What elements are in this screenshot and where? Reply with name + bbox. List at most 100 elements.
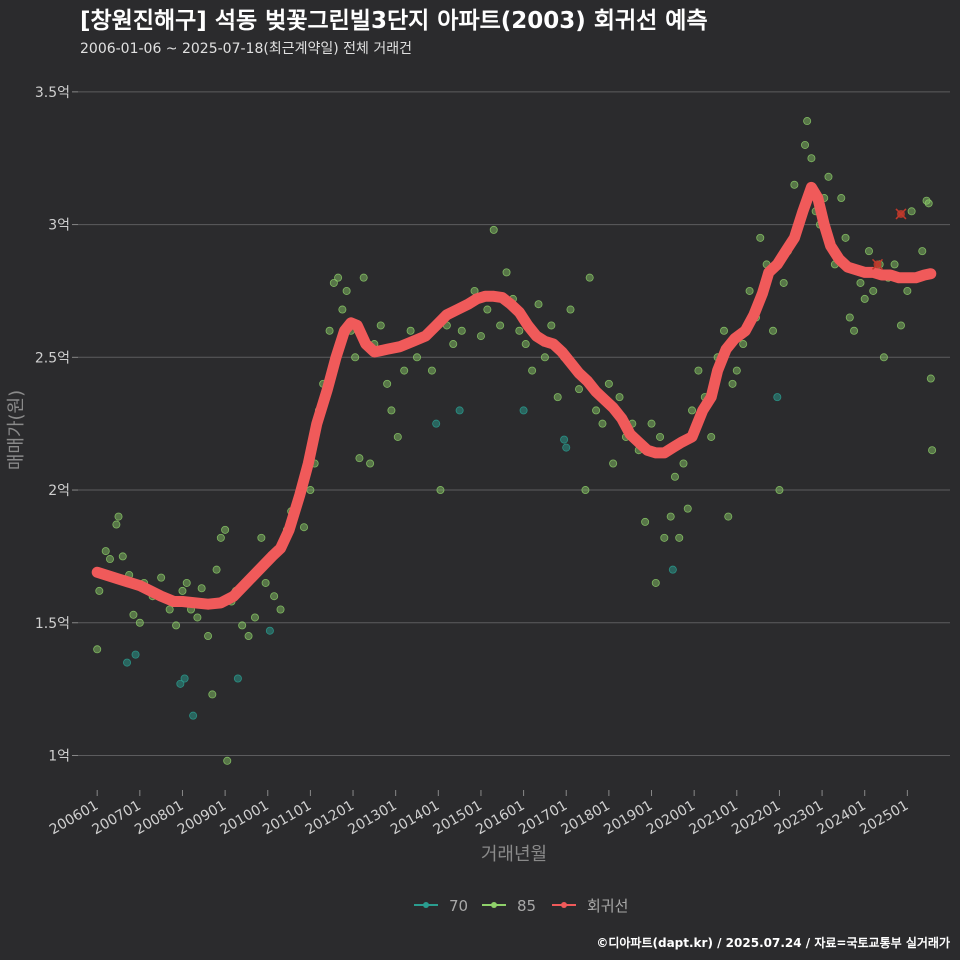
point-85	[732, 366, 741, 375]
point-85	[105, 555, 114, 564]
point-85	[683, 504, 692, 513]
legend-label-85: 85	[517, 897, 536, 915]
point-85	[342, 286, 351, 295]
point-85	[860, 294, 869, 303]
x-axis-ticks: 2006012007012008012009012010012011012012…	[47, 790, 911, 838]
y-tick-label: 2.5억	[35, 350, 70, 366]
point-85	[864, 247, 873, 256]
point-85	[856, 278, 865, 287]
point-85	[135, 618, 144, 627]
point-85	[276, 605, 285, 614]
point-85	[178, 586, 187, 595]
point-85	[807, 154, 816, 163]
point-70	[131, 650, 140, 659]
point-85	[903, 286, 912, 295]
point-85	[270, 592, 279, 601]
point-85	[575, 385, 584, 394]
point-85	[212, 565, 221, 574]
point-70	[773, 393, 782, 402]
series-70-points	[123, 393, 782, 720]
point-85	[355, 454, 364, 463]
series-85-points	[93, 117, 937, 765]
legend-item-85[interactable]: 85	[482, 897, 536, 915]
marker-cross	[871, 258, 884, 270]
point-85	[528, 366, 537, 375]
point-85	[197, 584, 206, 593]
point-85	[850, 326, 859, 335]
point-70	[123, 658, 132, 667]
point-85	[515, 326, 524, 335]
point-85	[841, 233, 850, 242]
point-85	[329, 278, 338, 287]
point-85	[801, 140, 810, 149]
legend-label-70: 70	[449, 897, 468, 915]
point-85	[615, 393, 624, 402]
point-70	[265, 626, 274, 635]
point-85	[334, 273, 343, 282]
regression-line	[91, 181, 937, 610]
point-85	[204, 632, 213, 641]
point-85	[926, 374, 935, 383]
point-85	[666, 512, 675, 521]
point-85	[427, 366, 436, 375]
point-85	[779, 278, 788, 287]
point-70	[432, 419, 441, 428]
point-85	[928, 446, 937, 455]
point-85	[869, 286, 878, 295]
point-85	[604, 379, 613, 388]
point-85	[656, 432, 665, 441]
point-85	[790, 180, 799, 189]
point-85	[112, 520, 121, 529]
point-85	[157, 573, 166, 582]
point-70	[180, 674, 189, 683]
point-85	[457, 326, 466, 335]
point-85	[387, 406, 396, 415]
point-85	[250, 613, 259, 622]
point-70	[189, 711, 198, 720]
point-85	[299, 523, 308, 532]
point-85	[581, 486, 590, 495]
point-70	[668, 565, 677, 574]
point-85	[483, 305, 492, 314]
source-caption: ©디아파트(dapt.kr) / 2025.07.24 / 자료=국토교통부 실…	[596, 935, 950, 950]
point-85	[476, 332, 485, 341]
legend: 70 85 회귀선	[414, 897, 628, 915]
point-85	[306, 486, 315, 495]
y-axis-title: 매매가(원)	[6, 390, 27, 470]
point-85	[172, 621, 181, 630]
point-70	[455, 406, 464, 415]
point-85	[907, 207, 916, 216]
point-85	[739, 340, 748, 349]
point-85	[547, 321, 556, 330]
point-85	[641, 517, 650, 526]
point-85	[924, 199, 933, 208]
point-85	[95, 586, 104, 595]
point-85	[325, 326, 334, 335]
point-85	[101, 547, 110, 556]
point-85	[724, 512, 733, 521]
point-85	[449, 340, 458, 349]
point-70	[176, 679, 185, 688]
point-85	[238, 621, 247, 630]
point-85	[651, 578, 660, 587]
y-tick-label: 3.5억	[35, 85, 70, 101]
y-tick-label: 3억	[48, 218, 70, 234]
legend-item-70[interactable]: 70	[414, 897, 468, 915]
regression-path	[91, 181, 937, 610]
point-85	[609, 459, 618, 468]
point-85	[193, 613, 202, 622]
point-85	[521, 340, 530, 349]
point-85	[647, 419, 656, 428]
point-85	[769, 326, 778, 335]
legend-dot-85	[491, 902, 497, 908]
legend-item-regression[interactable]: 회귀선	[552, 897, 628, 915]
point-85	[688, 406, 697, 415]
point-85	[244, 632, 253, 641]
point-85	[338, 305, 347, 314]
point-85	[436, 486, 445, 495]
point-85	[837, 194, 846, 203]
x-axis-title: 거래년월	[481, 844, 547, 865]
legend-label-regression: 회귀선	[587, 897, 628, 915]
point-85	[592, 406, 601, 415]
